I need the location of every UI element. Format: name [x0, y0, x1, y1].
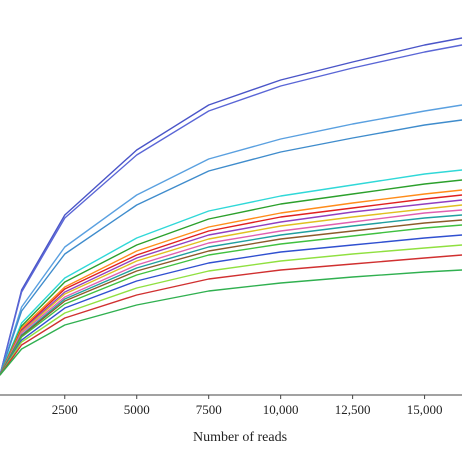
series-line	[0, 204, 463, 376]
series-line	[0, 179, 463, 376]
series-line	[0, 244, 463, 376]
x-tick-label: 12,500	[335, 402, 371, 417]
series-line	[0, 104, 463, 376]
series-line	[0, 254, 463, 376]
series-line	[0, 209, 463, 376]
series-line	[0, 44, 463, 376]
series-line	[0, 169, 463, 376]
series-line	[0, 119, 463, 376]
series-line	[0, 199, 463, 376]
x-tick-label: 5000	[124, 402, 150, 417]
x-tick-label: 10,000	[263, 402, 299, 417]
series-line	[0, 269, 463, 376]
series-line	[0, 214, 463, 376]
x-tick-label: 2500	[52, 402, 78, 417]
series-line	[0, 37, 463, 376]
x-axis-title: Number of reads	[193, 430, 287, 445]
x-tick-label: 7500	[196, 402, 222, 417]
series-line	[0, 219, 463, 376]
series-line	[0, 224, 463, 376]
series-line	[0, 194, 463, 376]
x-tick-label: 15,000	[407, 402, 443, 417]
series-line	[0, 189, 463, 376]
series-line	[0, 234, 463, 376]
